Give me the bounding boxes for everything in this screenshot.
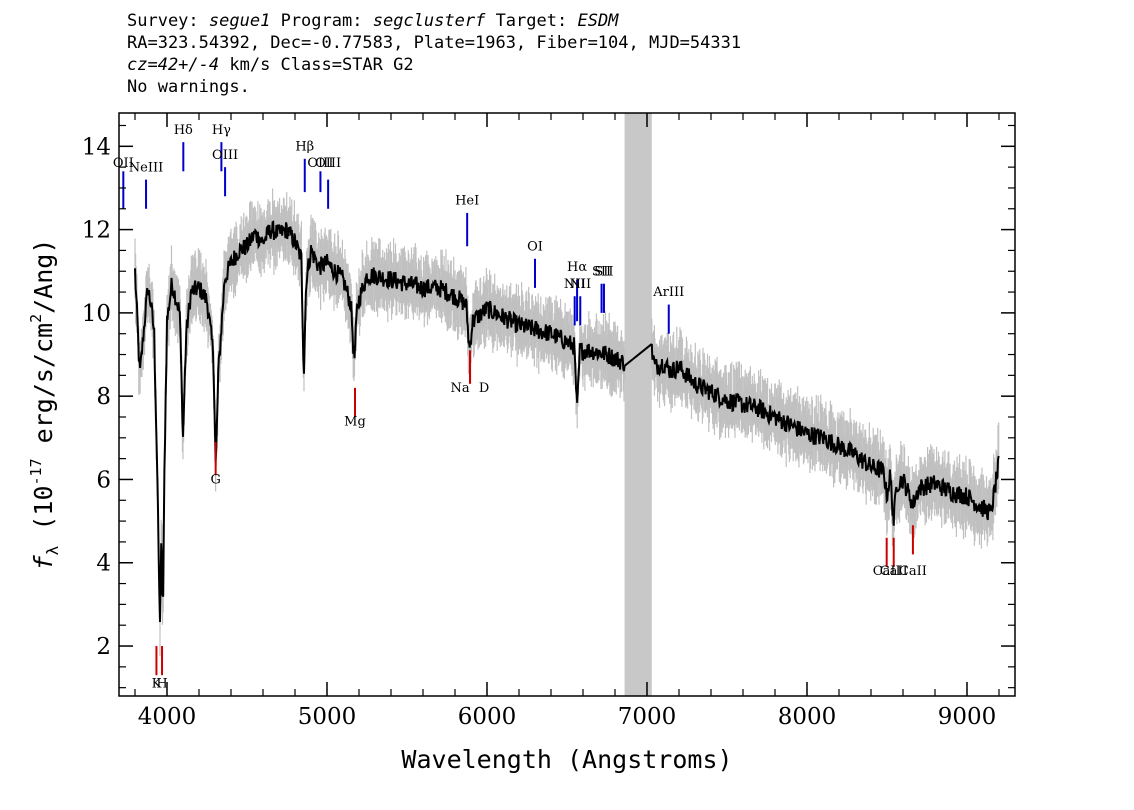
emission-label-13: SII [592,264,611,279]
masked-region [624,113,652,696]
y-axis-label-unit-c: /Ang) [29,239,58,314]
emission-label-15: ArIII [652,285,684,300]
header-line-4: No warnings. [127,77,250,97]
y-axis-label-exponent-2: 2 [27,314,45,323]
absorption-label-3: Mg [344,414,366,429]
survey-label: Survey: [127,11,199,31]
spectrum-header: Survey: segue1 Program: segclusterf Targ… [127,10,741,98]
absorption-label-6: CaII [873,564,901,579]
y-axis-label: fλ (10-17 erg/s/cm2/Ang) [27,239,62,571]
y-tick-label-1: 4 [96,551,111,577]
x-axis-label: Wavelength (Angstroms) [401,745,732,774]
absorption-label-2: G [210,473,220,488]
emission-label-4: OIII [212,148,238,163]
axis-ticks-layer: 4000 5000 6000 7000 8000 9000 2 4 6 8 10 12 14 [82,113,1015,730]
error-band-1 [134,188,626,657]
emission-label-14: SII [594,264,613,279]
emission-label-7: OIII [315,156,341,171]
target-value: ESDM [577,11,619,31]
x-tick-label-0: 4000 [138,704,197,730]
emission-label-3: Hγ [212,123,231,138]
y-axis-label-exponent: -17 [27,458,45,485]
emission-label-1: NeIII [129,160,163,175]
flux-mask-bridge [623,343,653,367]
class-value: km/s Class=STAR G2 [219,55,414,75]
absorption-label-1: H [156,677,167,692]
y-tick-label-6: 14 [82,134,111,160]
emission-label-5: Hβ [295,139,314,154]
x-tick-label-5: 9000 [938,704,997,730]
program-label: Program: [280,11,363,31]
absorption-label-0: K [152,677,162,692]
redshift-value: cz=42+/-4 [127,55,220,75]
y-tick-label-0: 2 [96,634,111,660]
flux-series-2 [650,343,1000,526]
header-line-3: cz=42+/-4 km/s Class=STAR G2 [127,54,741,76]
x-tick-label-4: 8000 [778,704,837,730]
error-band-2 [651,318,1000,549]
error-band-layer [134,188,1000,657]
y-axis-label-unit-b: erg/s/cm [29,323,58,458]
absorption-label-7: CaII [880,564,908,579]
emission-label-0: OII [113,156,134,171]
y-axis-label-unit-a: (10 [29,485,58,545]
x-tick-label-2: 6000 [458,704,517,730]
emission-label-9: OI [527,239,543,254]
plot-frame [118,112,1016,697]
flux-layer [134,220,1000,623]
program-value: segclusterf [372,11,486,31]
survey-value: segue1 [208,11,271,31]
flux-series-1 [134,220,626,623]
emission-label-11: Hα [567,260,587,275]
y-axis-label-symbol: f [29,554,58,570]
y-tick-label-5: 12 [82,218,111,244]
absorption-label-4: Na [450,381,469,396]
emission-label-10: NII [564,277,586,292]
absorption-label-8: CaII [899,564,927,579]
y-tick-label-2: 6 [96,467,111,493]
absorption-label-5: D [479,381,489,396]
masked-region-layer [624,113,652,696]
x-tick-label-1: 5000 [298,704,357,730]
emission-label-8: HeI [455,194,479,209]
emission-label-2: Hδ [174,123,193,138]
x-tick-label-3: 7000 [618,704,677,730]
target-label: Target: [495,11,568,31]
emission-label-12: NII [569,277,591,292]
header-line-1: Survey: segue1 Program: segclusterf Targ… [127,10,741,32]
y-tick-label-3: 8 [96,384,111,410]
y-axis-label-subscript: λ [43,545,62,555]
header-line-2: RA=323.54392, Dec=-0.77583, Plate=1963, … [127,33,742,53]
y-tick-label-4: 10 [82,301,111,327]
emission-label-6: OIII [307,156,333,171]
